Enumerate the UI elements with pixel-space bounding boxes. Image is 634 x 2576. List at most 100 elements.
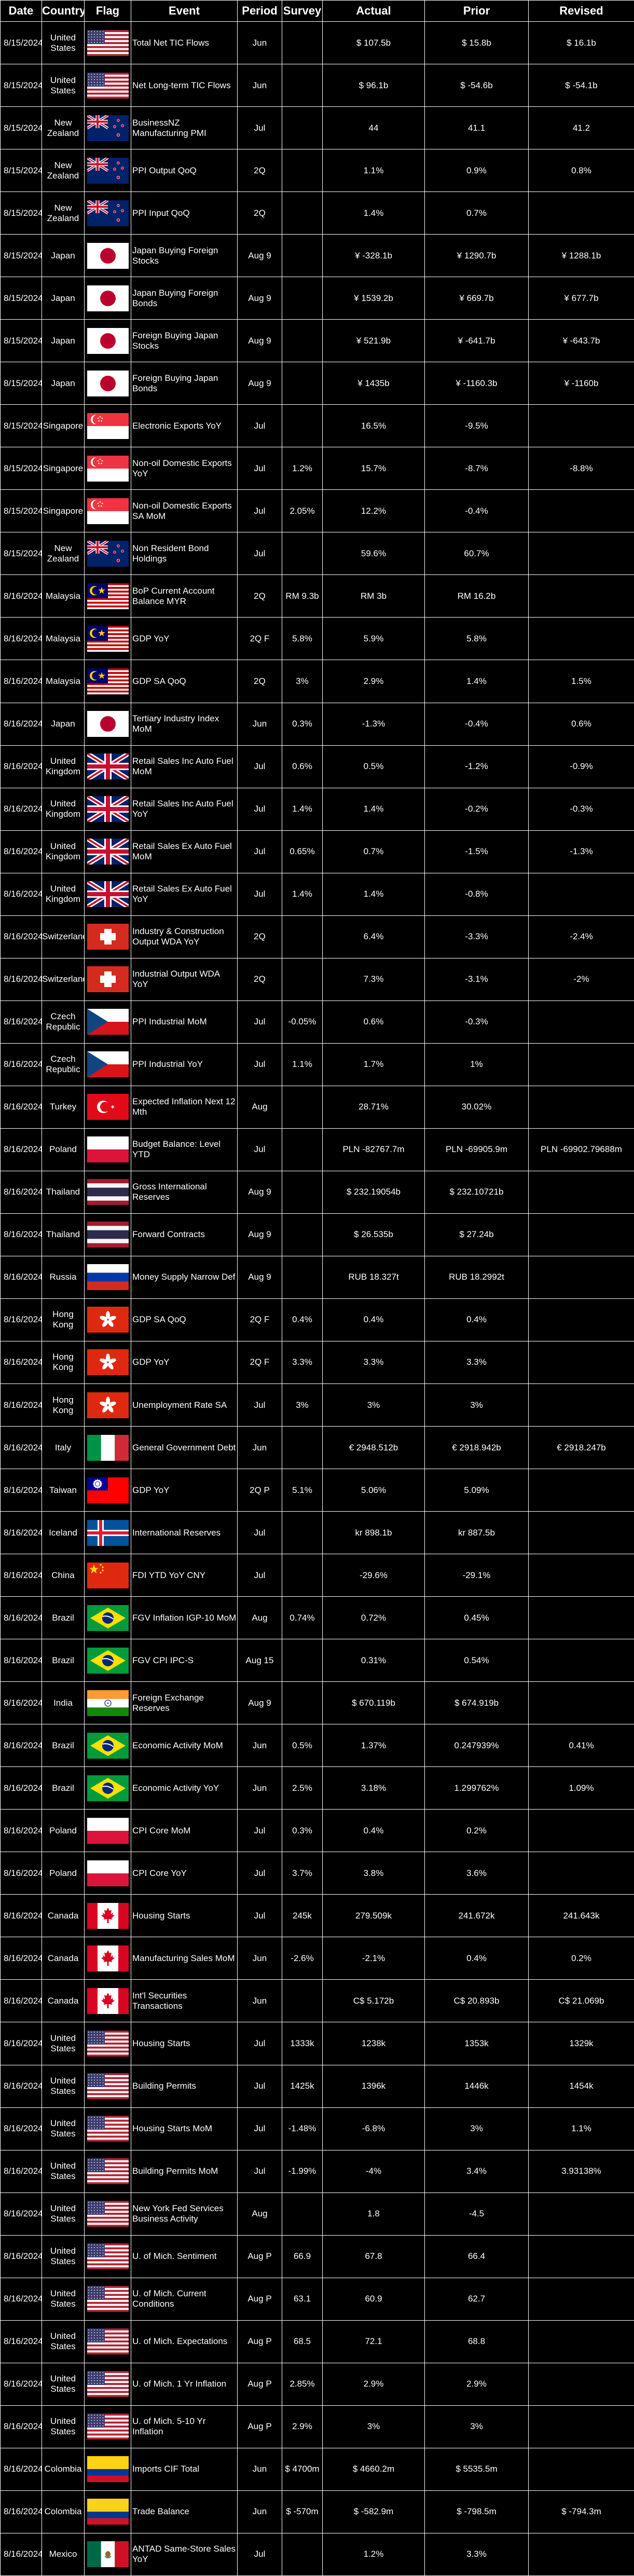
revised-cell: -1.3% xyxy=(528,830,634,873)
table-row: 8/16/2024 United States Housing Starts MoM… xyxy=(0,2107,634,2150)
date-cell: 8/16/2024 xyxy=(0,1511,42,1555)
country-cell: Czech Republic xyxy=(42,1000,85,1044)
revised-cell xyxy=(528,617,634,661)
revised-cell: PLN -69902.79688m xyxy=(528,1128,634,1171)
flag-cell xyxy=(84,106,131,150)
prior-cell: 1.299762% xyxy=(424,1766,529,1810)
period-cell: Jul xyxy=(237,830,282,873)
event-cell: BoP Current Account Balance MYR xyxy=(131,574,238,618)
survey-cell xyxy=(282,1639,323,1682)
prior-cell: 0.247939% xyxy=(424,1724,529,1767)
date-cell: 8/15/2024 xyxy=(0,106,42,150)
period-cell: Jun xyxy=(237,64,282,107)
flag-cell xyxy=(84,1128,131,1171)
country-cell: New Zealand xyxy=(42,532,85,576)
table-row: 8/15/2024 Japan Foreign Buying Japan Stock… xyxy=(0,319,634,363)
survey-cell: 245k xyxy=(282,1894,323,1938)
japan-flag-icon xyxy=(87,370,129,396)
revised-cell: ¥ 677.7b xyxy=(528,277,634,320)
actual-cell: 1.4% xyxy=(322,787,425,831)
country-cell: Japan xyxy=(42,234,85,278)
date-cell: 8/16/2024 xyxy=(0,2277,42,2321)
revised-cell xyxy=(528,1043,634,1086)
actual-cell: 279.509k xyxy=(322,1894,425,1938)
table-row: 8/15/2024 Japan Foreign Buying Japan Bonds… xyxy=(0,362,634,405)
actual-cell: -1.3% xyxy=(322,702,425,746)
prior-cell: 62.7 xyxy=(424,2277,529,2321)
actual-cell: 1.37% xyxy=(322,1724,425,1767)
country-cell: Russia xyxy=(42,1255,85,1299)
revised-cell xyxy=(528,1170,634,1214)
period-cell: Jul xyxy=(237,404,282,448)
date-cell: 8/16/2024 xyxy=(0,574,42,618)
actual-cell: $ 4660.2m xyxy=(322,2447,425,2491)
us-flag-icon xyxy=(87,2201,129,2227)
header-event: Event xyxy=(131,0,238,22)
actual-cell: 6.4% xyxy=(322,915,425,958)
period-cell: Jun xyxy=(237,1766,282,1810)
period-cell: Aug 9 xyxy=(237,277,282,320)
period-cell: Jun xyxy=(237,21,282,65)
actual-cell: 3.18% xyxy=(322,1766,425,1810)
period-cell: 2Q xyxy=(237,915,282,958)
event-cell: Unemployment Rate SA xyxy=(131,1383,238,1427)
event-cell: GDP SA QoQ xyxy=(131,660,238,703)
actual-cell: 1238k xyxy=(322,2022,425,2065)
revised-cell xyxy=(528,574,634,618)
prior-cell: $ 27.24b xyxy=(424,1213,529,1256)
actual-cell: -2.1% xyxy=(322,1937,425,1980)
table-row: 8/16/2024 United States New York Fed Servi… xyxy=(0,2192,634,2236)
revised-cell: -8.8% xyxy=(528,447,634,490)
table-row: 8/16/2024 Switzerland Industry & Construct… xyxy=(0,915,634,958)
flag-cell xyxy=(84,1298,131,1341)
country-cell: United States xyxy=(42,2362,85,2406)
event-cell: Housing Starts xyxy=(131,2022,238,2065)
event-cell: Industrial Output WDA YoY xyxy=(131,957,238,1001)
country-cell: Canada xyxy=(42,1894,85,1938)
event-cell: FGV Inflation IGP-10 MoM xyxy=(131,1596,238,1640)
revised-cell xyxy=(528,1255,634,1299)
event-cell: GDP YoY xyxy=(131,1469,238,1512)
country-cell: United States xyxy=(42,2320,85,2363)
revised-cell: 0.6% xyxy=(528,702,634,746)
new-zealand-flag-icon xyxy=(87,200,129,226)
survey-cell: -2.6% xyxy=(282,1937,323,1980)
flag-cell xyxy=(84,1383,131,1427)
new-zealand-flag-icon xyxy=(87,540,129,567)
header-country: Country xyxy=(42,0,85,22)
actual-cell: 0.5% xyxy=(322,745,425,788)
survey-cell: 1333k xyxy=(282,2022,323,2065)
event-cell: Manufacturing Sales MoM xyxy=(131,1937,238,1980)
revised-cell xyxy=(528,1085,634,1129)
revised-cell: 3.93138% xyxy=(528,2149,634,2193)
country-cell: Brazil xyxy=(42,1766,85,1810)
singapore-flag-icon xyxy=(87,413,129,439)
event-cell: GDP YoY xyxy=(131,617,238,661)
header-row: Date Country Flag Event Period Survey Ac… xyxy=(0,0,634,22)
canada-flag-icon xyxy=(87,1945,129,1971)
country-cell: Switzerland xyxy=(42,957,85,1001)
revised-cell xyxy=(528,1852,634,1895)
event-cell: U. of Mich. 1 Yr Inflation xyxy=(131,2362,238,2406)
country-cell: Taiwan xyxy=(42,1469,85,1512)
date-cell: 8/16/2024 xyxy=(0,957,42,1001)
event-cell: New York Fed Services Business Activity xyxy=(131,2192,238,2236)
country-cell: United States xyxy=(42,2107,85,2150)
table-row: 8/15/2024 New Zealand BusinessNZ Manufactu… xyxy=(0,106,634,150)
event-cell: Economic Activity YoY xyxy=(131,1766,238,1810)
table-row: 8/16/2024 Italy General Government Debt Jun… xyxy=(0,1426,634,1470)
event-cell: U. of Mich. Current Conditions xyxy=(131,2277,238,2321)
hong-kong-flag-icon xyxy=(87,1349,129,1376)
table-row: 8/16/2024 Japan Tertiary Industry Index Mo… xyxy=(0,702,634,746)
table-row: 8/16/2024 Thailand Gross International Res… xyxy=(0,1170,634,1214)
period-cell: Jul xyxy=(237,106,282,150)
survey-cell xyxy=(282,362,323,405)
header-revised: Revised xyxy=(528,0,634,22)
country-cell: New Zealand xyxy=(42,191,85,235)
actual-cell: RUB 18.327t xyxy=(322,1255,425,1299)
new-zealand-flag-icon xyxy=(87,157,129,184)
country-cell: Hong Kong xyxy=(42,1340,85,1385)
prior-cell: 3.6% xyxy=(424,1852,529,1895)
country-cell: Canada xyxy=(42,1979,85,2023)
flag-cell xyxy=(84,1724,131,1767)
